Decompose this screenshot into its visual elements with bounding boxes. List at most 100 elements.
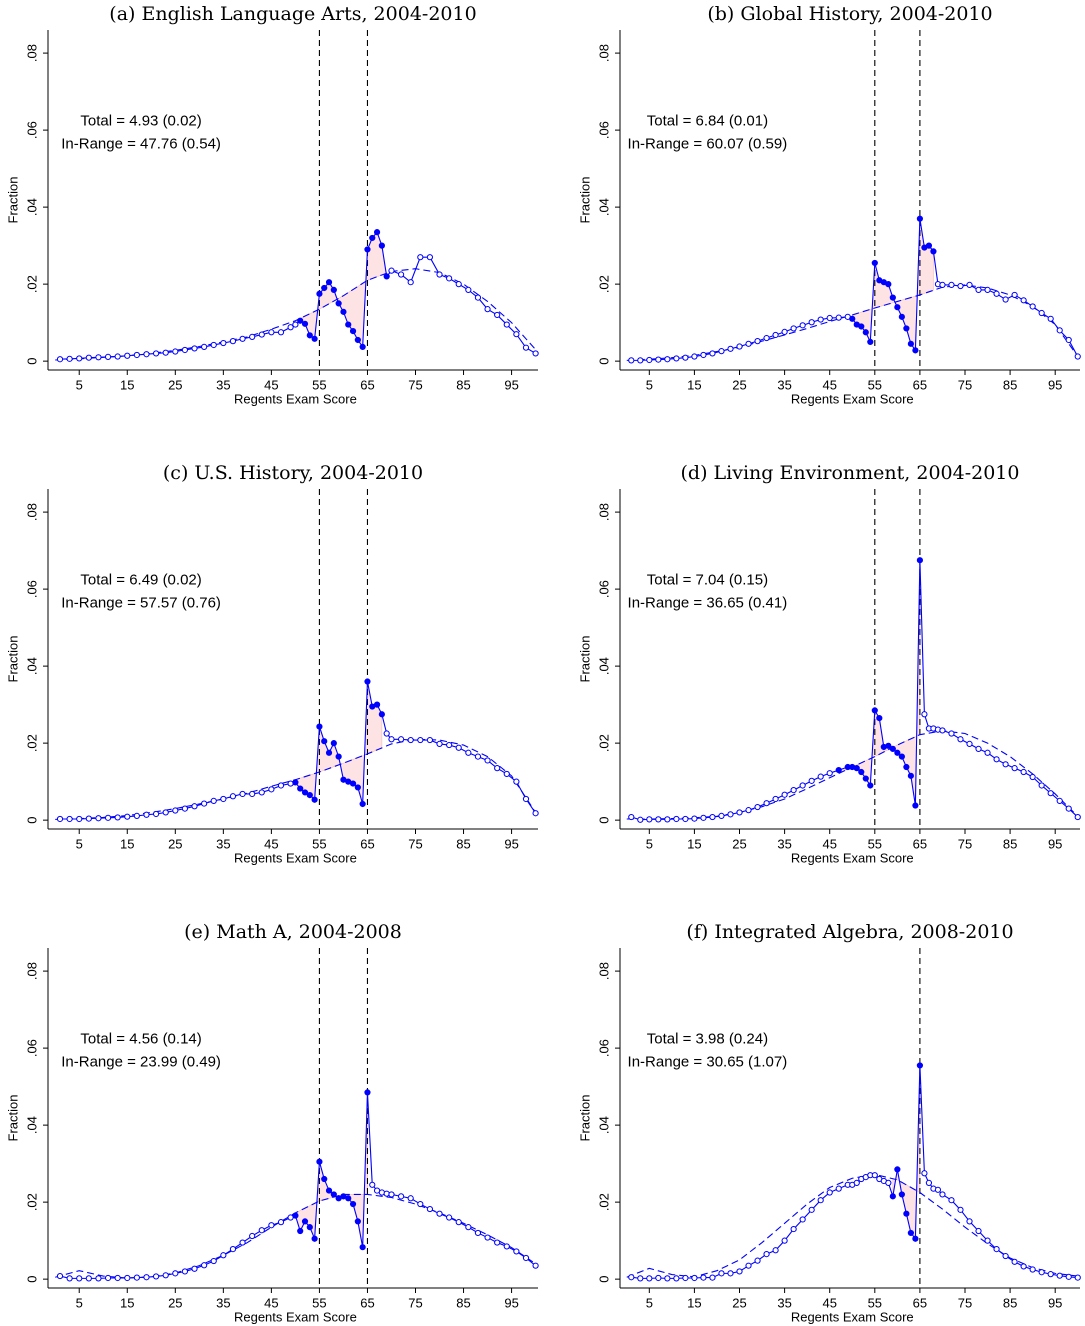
data-point	[930, 248, 937, 255]
x-axis-label: Regents Exam Score	[791, 391, 914, 406]
data-point	[494, 765, 501, 772]
data-point	[948, 1197, 955, 1204]
data-point	[853, 1179, 860, 1186]
data-point	[306, 332, 313, 339]
data-point	[503, 1243, 510, 1250]
y-axis-label: Fraction	[5, 1095, 20, 1142]
panel-title: (d) Living Environment, 2004-2010	[681, 462, 1020, 484]
data-point	[966, 1218, 973, 1225]
x-axis-label: Regents Exam Score	[234, 850, 357, 865]
fit-curve	[626, 730, 1079, 820]
data-point	[808, 319, 815, 326]
data-point	[66, 355, 73, 362]
data-point	[301, 320, 309, 327]
x-tick-label: 45	[822, 836, 836, 851]
data-point	[1011, 1258, 1018, 1265]
y-tick-label: .06	[596, 1039, 611, 1057]
data-point	[513, 778, 520, 785]
data-point	[316, 290, 323, 297]
data-point	[907, 772, 914, 779]
data-point	[1020, 1263, 1027, 1270]
y-tick-label: .02	[596, 1193, 611, 1211]
data-point	[397, 736, 405, 743]
data-point	[912, 802, 919, 809]
x-tick-label: 25	[732, 377, 746, 392]
data-point	[210, 797, 217, 804]
data-point	[637, 1275, 644, 1282]
data-point	[1020, 768, 1027, 776]
x-tick-label: 45	[822, 1295, 836, 1310]
data-point	[191, 803, 198, 810]
data-point	[1065, 1273, 1072, 1280]
data-point	[934, 1186, 942, 1193]
x-tick-label: 75	[408, 377, 422, 392]
x-tick-label: 35	[777, 836, 791, 851]
data-point	[673, 1275, 680, 1282]
y-tick-label: .04	[596, 198, 611, 216]
data-point	[835, 314, 842, 321]
data-point	[210, 1257, 217, 1265]
data-point	[436, 1210, 443, 1217]
data-point	[682, 354, 689, 361]
data-point	[1065, 336, 1072, 344]
y-tick-label: .06	[24, 1039, 39, 1057]
data-point	[799, 782, 806, 789]
x-tick-label: 25	[168, 1295, 182, 1310]
data-point	[1065, 805, 1072, 812]
data-point	[925, 242, 933, 249]
data-point	[637, 357, 644, 364]
data-point	[826, 314, 833, 322]
x-tick-label: 55	[868, 1295, 882, 1310]
data-point	[494, 1239, 501, 1246]
data-point	[383, 273, 390, 280]
data-point	[993, 756, 1000, 763]
x-tick-label: 55	[868, 836, 882, 851]
y-tick-label: 0	[24, 817, 39, 824]
data-point	[359, 1244, 366, 1251]
data-point	[239, 1239, 246, 1246]
data-point	[321, 1175, 328, 1183]
data-point	[754, 803, 761, 811]
data-point	[984, 286, 991, 294]
data-point	[718, 812, 725, 820]
data-point	[781, 791, 788, 798]
y-axis-label: Fraction	[577, 636, 592, 683]
data-point	[849, 315, 856, 322]
data-point	[763, 1251, 770, 1258]
data-point	[1011, 291, 1018, 299]
data-point	[95, 815, 102, 822]
data-point	[484, 306, 491, 313]
data-point	[885, 281, 892, 288]
annotation: Total = 6.49 (0.02)	[80, 571, 201, 588]
data-point	[373, 701, 381, 708]
data-point	[799, 1216, 806, 1223]
x-tick-label: 65	[913, 1295, 927, 1310]
data-point	[133, 1274, 140, 1281]
x-tick-label: 85	[456, 836, 470, 851]
data-point	[984, 749, 991, 756]
data-point	[229, 338, 237, 345]
data-point	[114, 1274, 121, 1282]
data-point	[330, 1191, 337, 1198]
x-tick-label: 5	[76, 836, 83, 851]
x-axis-label: Regents Exam Score	[791, 1309, 914, 1324]
data-point	[417, 736, 424, 744]
x-tick-label: 95	[1048, 1295, 1062, 1310]
data-point	[709, 350, 716, 357]
data-point	[754, 338, 761, 345]
data-point	[465, 1224, 472, 1231]
data-point	[417, 254, 424, 261]
data-point	[898, 1191, 905, 1198]
x-tick-label: 25	[732, 1295, 746, 1310]
x-tick-label: 65	[360, 1295, 374, 1310]
data-point	[258, 331, 265, 338]
data-point	[220, 339, 227, 347]
data-point	[316, 723, 323, 730]
x-tick-label: 45	[264, 836, 278, 851]
annotation: In-Range = 30.65 (1.07)	[628, 1053, 788, 1070]
data-point	[143, 811, 150, 818]
data-point	[903, 1210, 910, 1217]
data-point	[373, 229, 381, 236]
x-tick-label: 65	[360, 836, 374, 851]
x-tick-label: 75	[958, 836, 972, 851]
